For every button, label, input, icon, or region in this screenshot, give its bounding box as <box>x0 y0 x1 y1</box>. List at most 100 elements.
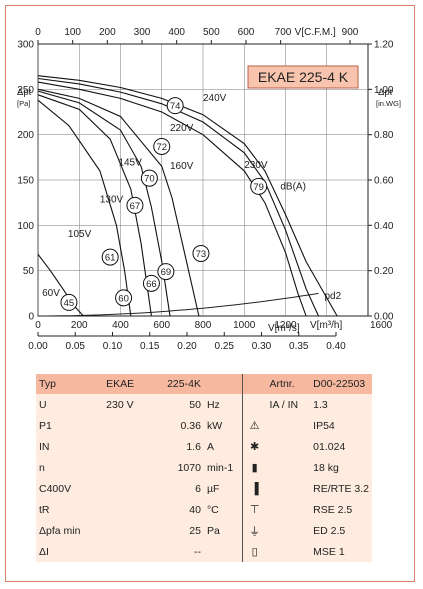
table-cell <box>266 541 311 562</box>
right-axis-label: Δpt <box>378 87 393 98</box>
table-cell: A <box>203 436 243 457</box>
x-tick-label: 1200 <box>274 320 297 331</box>
series-label: 230V <box>244 160 268 171</box>
table-cell: 6 <box>158 478 204 499</box>
table-cell: IN <box>36 436 104 457</box>
table-cell: EKAE <box>103 374 159 394</box>
table-icon-cell: ▐ <box>241 478 267 499</box>
x-tick-label: 1000 <box>233 320 256 331</box>
table-cell: MSE 1 <box>310 541 372 562</box>
x-tick-label: 600 <box>153 320 170 331</box>
table-row: IN 1.6 A ✱ 01.024 <box>36 436 372 457</box>
table-cell: RE/RTE 3.2 <box>310 478 372 499</box>
table-cell: ED 2.5 <box>310 520 372 541</box>
series-label: 130V <box>100 195 124 206</box>
table-cell: 1070 <box>158 457 204 478</box>
warning-triangle-icon: ⚠ <box>249 420 260 432</box>
table-cell: 25 <box>158 520 204 541</box>
dba-marker <box>142 274 160 292</box>
series-line <box>37 77 320 317</box>
right-tick-label: 0.00 <box>374 312 394 323</box>
series-line <box>37 90 171 317</box>
motor-protection-icon: ▐ <box>250 482 259 495</box>
left-axis-unit: [Pa] <box>17 99 30 108</box>
dba-marker-label: 72 <box>156 142 167 153</box>
table-cell: 0.36 <box>158 415 204 436</box>
x-tick-label: 800 <box>195 320 212 331</box>
right-tick-label: 1.00 <box>374 85 394 96</box>
controller-icon: ⏚ <box>249 525 261 538</box>
table-cell: 50 <box>158 394 204 415</box>
series-label: 145V <box>118 157 142 168</box>
x-tick-label: 0 <box>35 320 41 331</box>
table-cell: U <box>36 394 104 415</box>
table-cell: -- <box>158 541 204 562</box>
right-tick-label: 0.20 <box>374 266 394 277</box>
y-tick-label: 150 <box>17 176 34 187</box>
table-cell <box>103 541 159 562</box>
table-cell: IA / IN <box>266 394 311 415</box>
dba-marker <box>166 97 184 115</box>
dba-marker <box>101 248 119 266</box>
table-cell: 40 <box>158 499 204 520</box>
top-tick-label: 600 <box>238 27 255 38</box>
chart-title: EKAE 225-4 K <box>258 69 349 85</box>
dba-marker <box>192 244 210 262</box>
table-cell <box>103 436 159 457</box>
table-icon-cell: ✱ <box>241 436 267 457</box>
series-line <box>37 253 84 317</box>
series-label: 60V <box>42 288 60 299</box>
y-tick-label: 50 <box>23 266 35 277</box>
dba-marker <box>126 196 144 214</box>
dba-marker <box>250 177 268 195</box>
series-line <box>37 88 200 317</box>
table-cell: Pa <box>203 520 243 541</box>
table-cell: kW <box>203 415 243 436</box>
dba-marker <box>140 169 158 187</box>
table-row: P1 0.36 kW ⚠ IP54 <box>36 415 372 436</box>
series-label: 160V <box>170 161 194 172</box>
table-cell <box>266 436 311 457</box>
dba-marker-label: 67 <box>130 201 141 212</box>
table-cell <box>266 457 311 478</box>
table-cell <box>103 478 159 499</box>
table-cell: µF <box>203 478 243 499</box>
dba-marker-label: 70 <box>144 174 155 185</box>
table-cell: 01.024 <box>310 436 372 457</box>
series-line <box>37 94 152 317</box>
table-cell: IP54 <box>310 415 372 436</box>
bottom-tick-label: 0.05 <box>66 341 86 352</box>
dba-marker <box>157 263 175 281</box>
dba-marker-label: 61 <box>105 253 116 264</box>
top-tick-label: 700 <box>275 27 292 38</box>
weight-icon: ▮ <box>251 462 258 474</box>
bottom-tick-label: 0.25 <box>215 341 235 352</box>
table-cell: 225-4K <box>158 374 204 394</box>
series-label: 220V <box>170 123 194 134</box>
table-cell: P1 <box>36 415 104 436</box>
dba-marker-label: 69 <box>161 267 172 278</box>
table-icon-cell: ▯ <box>241 541 267 562</box>
dba-marker <box>153 137 171 155</box>
table-row: tR 40 °C ⊤ RSE 2.5 <box>36 499 372 520</box>
series-label: 240V <box>203 93 227 104</box>
table-cell <box>103 499 159 520</box>
table-cell <box>266 478 311 499</box>
table-cell: 1.6 <box>158 436 204 457</box>
y-tick-label: 300 <box>17 40 34 51</box>
dba-marker-label: 73 <box>196 249 207 260</box>
table-cell: tR <box>36 499 104 520</box>
table-cell: Hz <box>203 394 243 415</box>
bottom-tick-label: 0.00 <box>28 341 48 352</box>
page-frame <box>5 5 415 582</box>
table-row: Typ EKAE 225-4K Artnr. D00-22503 <box>36 374 372 394</box>
table-cell: Typ <box>36 374 104 394</box>
top-tick-label: 500 <box>203 27 220 38</box>
bottom-tick-label: 0.35 <box>289 341 309 352</box>
right-axis-unit: [in.WG] <box>376 99 401 108</box>
bottom-tick-label: 0.40 <box>326 341 346 352</box>
bottom-axis-label: V[m³/s] <box>268 323 300 334</box>
bottom-tick-label: 0.30 <box>252 341 272 352</box>
table-icon-cell: ▮ <box>241 457 267 478</box>
